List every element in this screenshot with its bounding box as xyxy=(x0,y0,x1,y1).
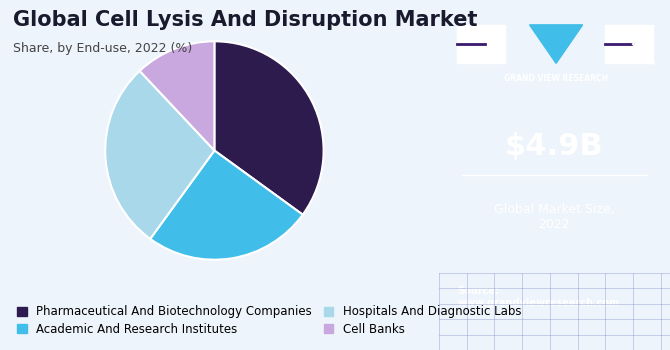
Text: $4.9B: $4.9B xyxy=(505,133,604,161)
Text: GRAND VIEW RESEARCH: GRAND VIEW RESEARCH xyxy=(504,74,608,83)
Text: Share, by End-use, 2022 (%): Share, by End-use, 2022 (%) xyxy=(13,42,193,55)
Legend: Pharmaceutical And Biotechnology Companies, Academic And Research Institutes, Ho: Pharmaceutical And Biotechnology Compani… xyxy=(13,300,526,341)
Text: Source:
www.grandviewresearch.com: Source: www.grandviewresearch.com xyxy=(458,286,620,308)
Wedge shape xyxy=(105,71,214,239)
Wedge shape xyxy=(214,41,324,215)
Wedge shape xyxy=(150,150,303,260)
Bar xyxy=(605,25,653,63)
Wedge shape xyxy=(139,41,214,150)
Polygon shape xyxy=(529,25,583,63)
Text: Global Cell Lysis And Disruption Market: Global Cell Lysis And Disruption Market xyxy=(13,10,478,30)
Bar xyxy=(457,25,505,63)
Text: Global Market Size,
2022: Global Market Size, 2022 xyxy=(494,203,615,231)
